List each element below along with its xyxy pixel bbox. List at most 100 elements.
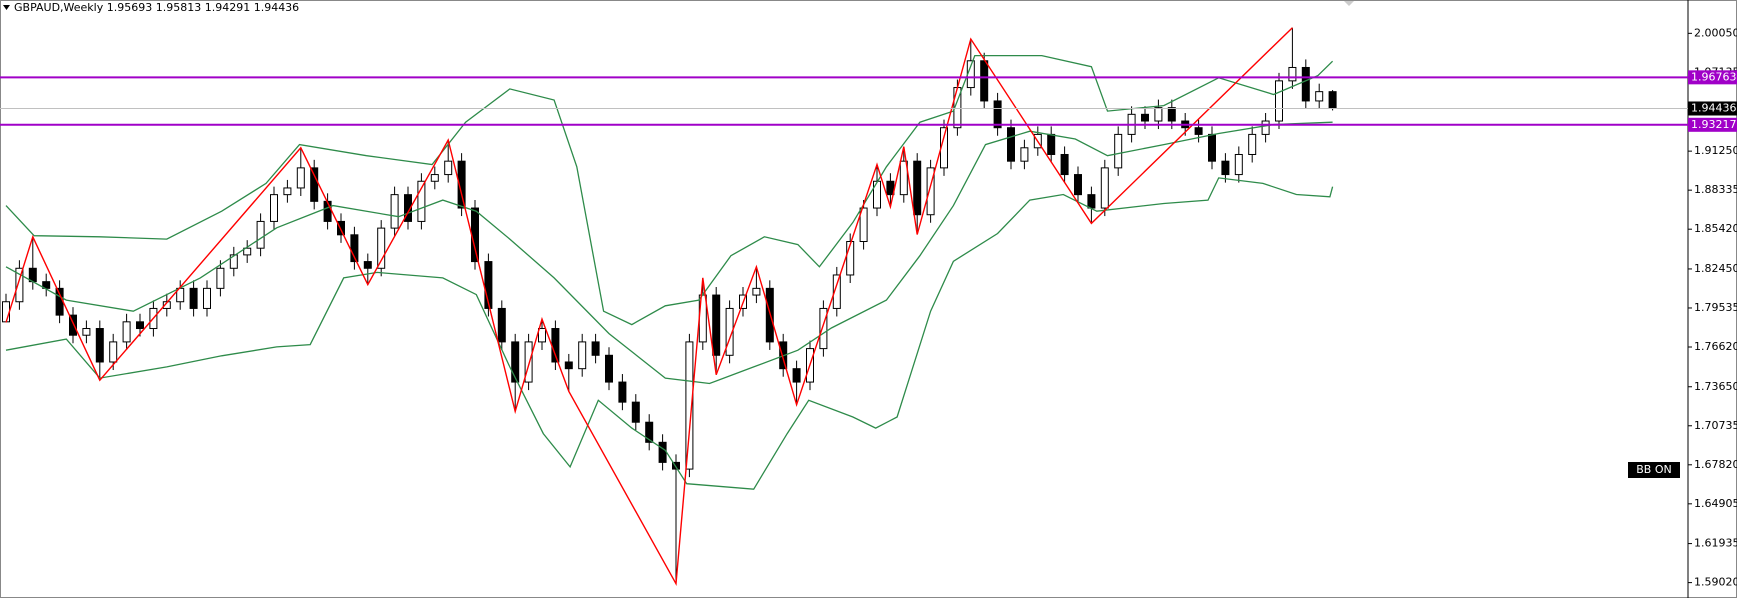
candle-body: [846, 241, 855, 276]
level-label: 1.96763: [1691, 70, 1737, 83]
candle-body: [1007, 127, 1015, 162]
candle-body: [913, 160, 922, 216]
candle-body: [136, 321, 144, 330]
candle-body: [1087, 194, 1096, 209]
y-tick-label: 1.76620: [1694, 340, 1737, 353]
candle-body: [859, 207, 868, 243]
candle-body: [1301, 66, 1310, 102]
bollinger-lower: [5, 177, 1334, 490]
candle-body: [725, 307, 734, 356]
candle-body: [82, 328, 91, 336]
candle-body: [457, 160, 466, 209]
candle-body: [189, 287, 198, 309]
candle-body: [484, 261, 493, 309]
candle-body: [511, 341, 520, 383]
candle-body: [203, 287, 211, 309]
candle-body: [1167, 107, 1176, 122]
bollinger-upper: [5, 54, 1334, 326]
candle-body: [1141, 113, 1149, 122]
candle-body: [980, 60, 989, 102]
candle-body: [591, 341, 600, 356]
shift-marker: [1344, 1, 1354, 6]
candle-body: [1208, 133, 1216, 162]
candle-body: [631, 401, 640, 423]
candle-body: [658, 441, 667, 463]
level-label: 1.93217: [1691, 118, 1737, 131]
candle-body: [618, 381, 627, 403]
y-tick-label: 1.91250: [1694, 144, 1737, 157]
candle-body: [1248, 133, 1257, 155]
candle-body: [55, 287, 64, 316]
candle-body: [1020, 147, 1029, 162]
candle-body: [926, 167, 935, 216]
candle-body: [283, 187, 292, 196]
candle-body: [430, 174, 439, 182]
bb-toggle-button[interactable]: BB ON: [1628, 462, 1680, 478]
candle-body: [337, 220, 345, 236]
candle-body: [323, 200, 332, 222]
candle-body: [1315, 91, 1324, 102]
candle-body: [538, 328, 546, 343]
candle-body: [1060, 153, 1069, 176]
candle-body: [1328, 91, 1337, 109]
candle-body: [564, 361, 573, 370]
candle-body: [1100, 167, 1109, 209]
y-tick-label: 1.82450: [1694, 262, 1737, 275]
candle-body: [1194, 127, 1203, 135]
candle-body: [685, 341, 694, 470]
candle-body: [1275, 80, 1283, 122]
candle-body: [15, 267, 24, 303]
y-tick-label: 1.59020: [1694, 576, 1737, 589]
menu-triangle: [3, 5, 10, 10]
candle-body: [417, 180, 426, 222]
candle-body: [296, 167, 305, 189]
candle-body: [109, 341, 118, 363]
y-tick-label: 1.85420: [1694, 222, 1737, 235]
y-tick-label: 1.67820: [1694, 458, 1737, 471]
candle-body: [993, 100, 1002, 129]
candle-body: [497, 307, 506, 343]
candle-body: [2, 301, 10, 323]
candle-body: [229, 254, 238, 269]
y-tick-label: 1.88335: [1694, 183, 1737, 196]
candle-body: [1288, 66, 1297, 82]
y-tick-label: 2.00050: [1694, 26, 1737, 39]
candle-body: [1114, 133, 1123, 169]
candle-body: [471, 207, 479, 263]
candle-body: [1047, 133, 1056, 155]
candle-body: [1221, 160, 1230, 176]
candle-body: [1154, 107, 1163, 122]
candle-body: [270, 194, 278, 222]
y-tick-label: 1.79535: [1694, 301, 1737, 314]
candle-body: [444, 160, 453, 176]
y-tick-label: 1.73650: [1694, 380, 1737, 393]
candle-body: [752, 287, 761, 296]
candle-body: [310, 167, 319, 202]
candle-body: [216, 267, 225, 289]
candle-body: [69, 314, 77, 336]
candle-body: [792, 368, 801, 383]
candle-body: [390, 194, 399, 229]
candle-body: [605, 354, 613, 383]
candle-body: [832, 274, 841, 309]
y-tick-label: 1.70735: [1694, 419, 1737, 432]
candle-body: [1074, 174, 1082, 196]
candle-body: [377, 227, 386, 269]
zigzag-line: [5, 27, 1293, 587]
current-price-tag: [1688, 101, 1737, 116]
candle-body: [350, 234, 359, 263]
candle-body: [1234, 153, 1243, 176]
candle-body: [95, 328, 104, 363]
current-price-label: 1.94436: [1691, 101, 1737, 114]
y-tick-label: 1.61935: [1694, 537, 1737, 550]
candle-body: [645, 421, 654, 443]
candle-body: [578, 341, 587, 370]
candle-body: [819, 307, 828, 350]
candle-body: [899, 160, 908, 196]
candle-body: [524, 341, 533, 383]
y-tick-label: 1.64905: [1694, 497, 1737, 510]
candle-body: [712, 294, 721, 356]
